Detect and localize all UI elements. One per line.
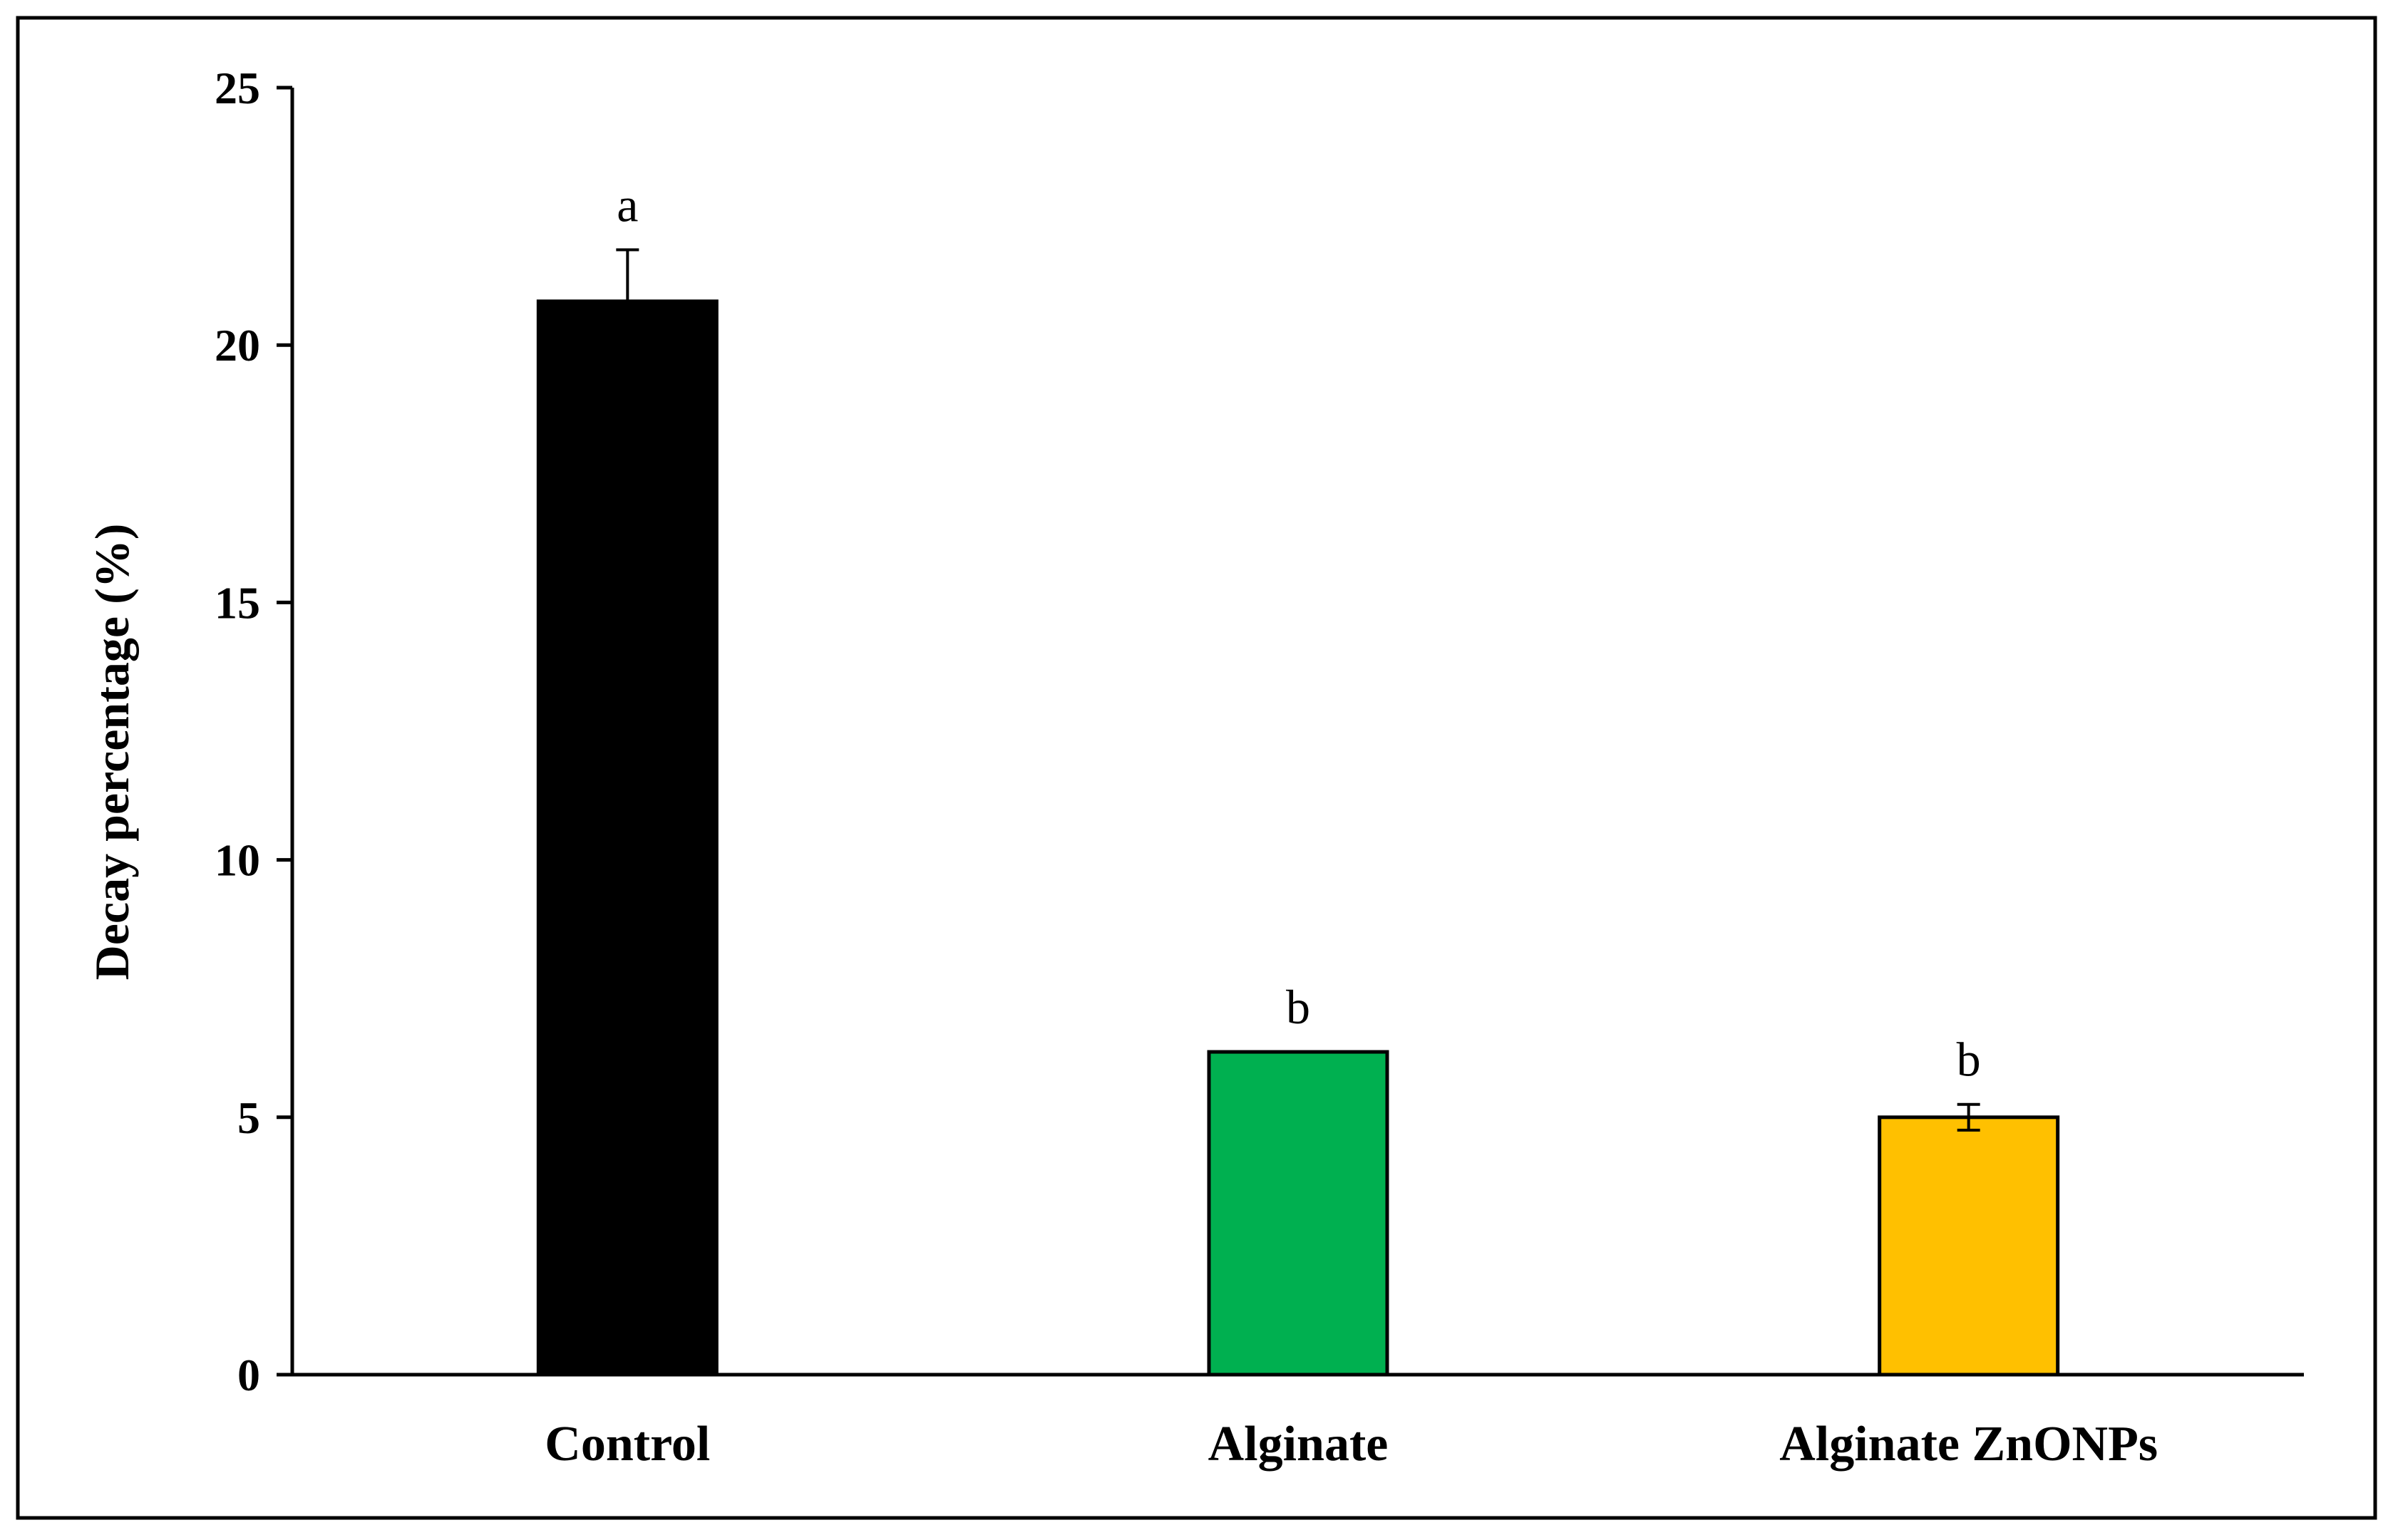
x-tick-label: Control: [545, 1417, 710, 1472]
significance-label: b: [1957, 1033, 1981, 1087]
y-axis-title: Decay percentage (%): [85, 524, 139, 981]
bar-alginate-znonps: [1878, 1115, 2060, 1377]
x-tick-label: Alginate: [1208, 1417, 1389, 1472]
y-tick-label: 5: [237, 1092, 260, 1143]
y-tick-label: 10: [215, 835, 260, 886]
x-tick-label: Alginate ZnONPs: [1779, 1417, 2158, 1472]
y-tick-label: 15: [215, 577, 260, 628]
bar-alginate: [1207, 1050, 1389, 1377]
significance-label: a: [617, 178, 638, 232]
significance-label: b: [1286, 980, 1310, 1034]
y-tick-label: 20: [215, 320, 260, 371]
bar-control: [536, 299, 719, 1377]
y-tick-label: 25: [215, 63, 260, 113]
y-tick-label: 0: [237, 1350, 260, 1400]
